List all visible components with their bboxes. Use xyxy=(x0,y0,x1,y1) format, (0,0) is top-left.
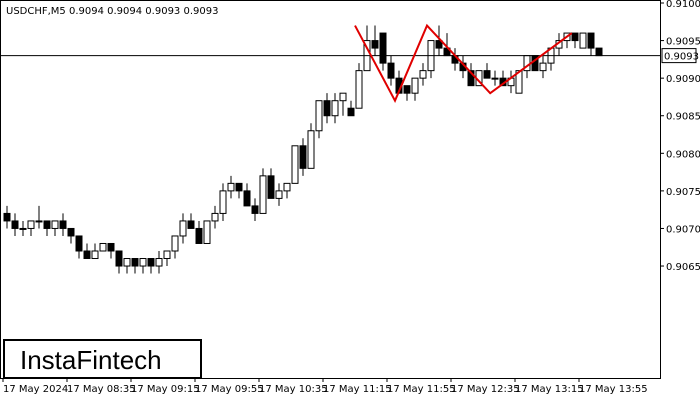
candle-body xyxy=(579,32,587,49)
pattern-line xyxy=(354,23,573,104)
candle-body xyxy=(59,220,67,229)
y-tick-label: 0.9095 xyxy=(666,37,700,48)
candle-body xyxy=(51,220,59,229)
x-tick-label: 17 May 09:55 xyxy=(195,384,264,395)
y-tick-label: 0.9090 xyxy=(666,74,700,85)
candle-body xyxy=(275,190,283,199)
candle-body xyxy=(43,220,51,229)
candle-body xyxy=(435,40,443,49)
candle-body xyxy=(355,70,363,109)
candle-body xyxy=(323,100,331,117)
candle-body xyxy=(67,227,75,237)
candle-body xyxy=(539,62,547,72)
candle-body xyxy=(331,100,339,117)
candle-body xyxy=(371,40,379,49)
y-tick-label: 0.9100 xyxy=(666,0,700,10)
candle-body xyxy=(203,220,211,244)
candle-body xyxy=(251,205,259,214)
candle-body xyxy=(131,258,139,267)
candle-body xyxy=(3,212,11,222)
x-tick-label: 17 May 2024 xyxy=(3,384,68,395)
candle-body xyxy=(467,70,475,87)
plot-frame xyxy=(0,0,661,379)
x-tick-label: 17 May 09:15 xyxy=(131,384,200,395)
candle-body xyxy=(587,32,595,49)
candle-body xyxy=(259,175,267,214)
chart-title: USDCHF,M5 0.9094 0.9094 0.9093 0.9093 xyxy=(6,6,218,17)
candle-body xyxy=(163,250,171,260)
candle-body xyxy=(595,47,603,57)
candle-body xyxy=(411,77,419,94)
y-tick-label: 0.9075 xyxy=(666,187,700,198)
candle-body xyxy=(515,70,523,94)
price-tag-label: 0.9093 xyxy=(664,52,699,63)
x-tick-label: 17 May 13:15 xyxy=(515,384,584,395)
candle-body xyxy=(107,242,115,252)
x-tick-label: 17 May 10:35 xyxy=(259,384,328,395)
candle-body xyxy=(99,242,107,252)
candle-body xyxy=(483,70,491,79)
candle-body xyxy=(27,220,35,229)
candle-body xyxy=(195,227,203,244)
y-tick-label: 0.9065 xyxy=(666,262,700,273)
x-tick-label: 17 May 12:35 xyxy=(451,384,520,395)
y-tick-label: 0.9085 xyxy=(666,112,700,123)
candle-body xyxy=(75,235,83,252)
candle-body xyxy=(171,235,179,252)
candle-body xyxy=(187,220,195,229)
price-tag xyxy=(661,48,697,64)
candle-body xyxy=(387,62,395,79)
x-tick-label: 17 May 11:55 xyxy=(387,384,456,395)
candle-body xyxy=(307,130,315,169)
candle-body xyxy=(91,250,99,260)
candle-body xyxy=(419,70,427,79)
x-tick-label: 17 May 08:35 xyxy=(67,384,136,395)
candle-body xyxy=(11,220,19,229)
candle-body xyxy=(339,92,347,102)
candle-body xyxy=(347,107,355,117)
logo: InstaFintech xyxy=(20,345,162,375)
candle-body xyxy=(267,175,275,199)
candle-body xyxy=(35,220,43,223)
candle-body xyxy=(315,100,323,132)
candle-body xyxy=(155,258,163,267)
x-tick-label: 17 May 13:55 xyxy=(579,384,648,395)
candle-body xyxy=(115,250,123,267)
x-tick-label: 17 May 11:15 xyxy=(323,384,392,395)
candle-body xyxy=(211,212,219,222)
candle-body xyxy=(83,250,91,260)
candle-body xyxy=(139,258,147,267)
candle-body xyxy=(227,182,235,192)
candle-body xyxy=(291,145,299,184)
candle-body xyxy=(571,32,579,42)
candle-body xyxy=(147,258,155,267)
candle-body xyxy=(123,258,131,267)
candle-body xyxy=(403,85,411,94)
y-tick-label: 0.9070 xyxy=(666,224,700,235)
candle-body xyxy=(243,190,251,207)
y-tick-label: 0.9080 xyxy=(666,149,700,160)
candle-body xyxy=(379,32,387,64)
candle-body xyxy=(491,77,499,80)
candle-body xyxy=(179,220,187,237)
candle-body xyxy=(219,190,227,214)
candle-body xyxy=(299,145,307,169)
candle-body xyxy=(235,182,243,192)
candle-body xyxy=(19,227,27,230)
candle-body xyxy=(283,182,291,192)
logo-box xyxy=(3,339,202,379)
